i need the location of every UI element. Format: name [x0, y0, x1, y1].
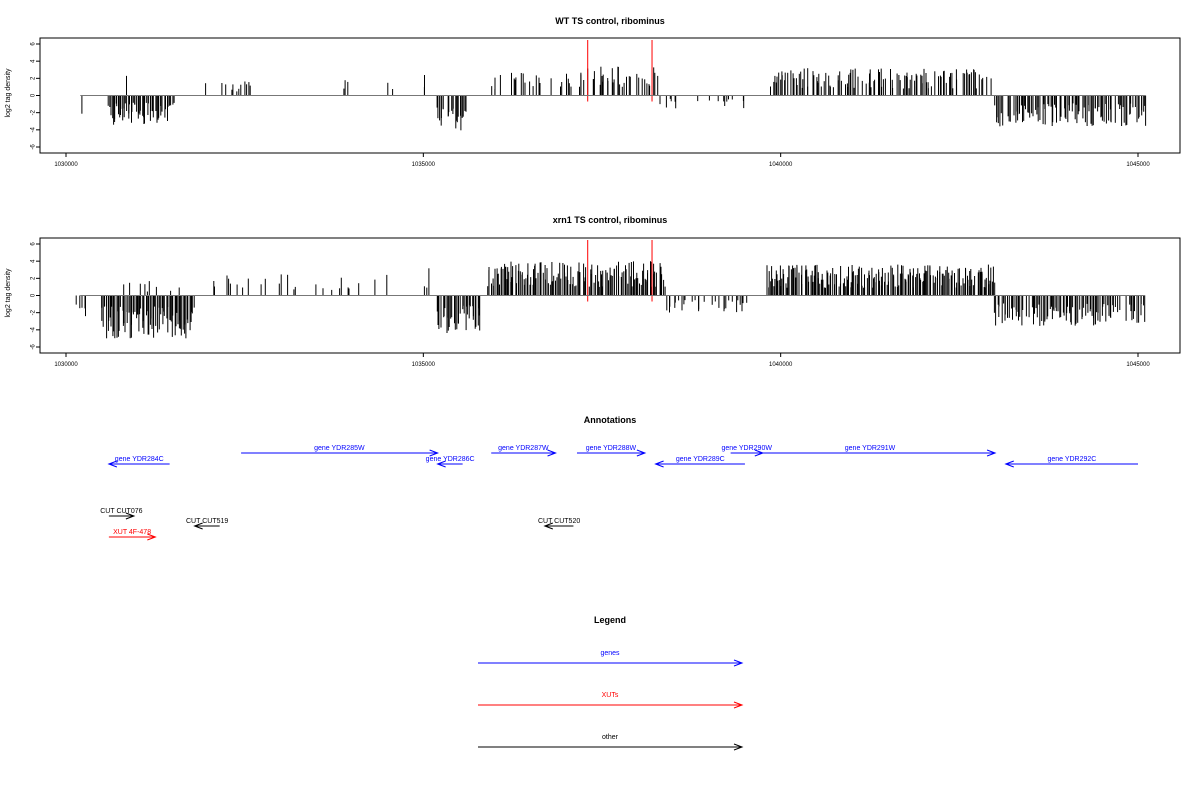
annotation-label: CUT CUT520 [538, 518, 580, 525]
wt-x-tick-label: 1035000 [412, 162, 436, 168]
xrn1-x-tick-label: 1040000 [769, 362, 793, 368]
xrn1-y-tick-label: -2 [31, 309, 37, 315]
wt-y-tick-label: -6 [31, 144, 37, 150]
xrn1-track-y-axis: 6 4 2 0 -2 -4 -6 [31, 242, 40, 350]
annotation-arrowhead [547, 449, 557, 457]
annotation-label: gene YDR286C [426, 456, 475, 463]
annotation-features: gene YDR284C gene YDR285W gene YDR286C gene… [100, 445, 1138, 541]
annotation-arrowhead [986, 449, 997, 457]
xrn1-y-tick-label: 2 [31, 276, 37, 280]
wt-track-ylabel: log2 tag density [5, 68, 12, 118]
annotation-label: gene YDR292C [1047, 456, 1096, 463]
wt-y-tick-label: 4 [31, 59, 37, 63]
wt-track-title: WT TS control, ribominus [555, 16, 665, 26]
legend-items: genes XUTs other [478, 650, 744, 751]
annotation-arrowhead [654, 460, 664, 468]
xrn1-y-tick-label: 0 [31, 293, 37, 297]
annotation-arrowhead [429, 449, 440, 457]
annotation-arrowhead [107, 460, 118, 468]
xrn1-y-tick-label: 4 [31, 259, 37, 263]
xrn1-track-panel: xrn1 TS control, ribominus log2 tag dens… [5, 215, 1181, 368]
xrn1-y-tick-label: 6 [31, 242, 37, 246]
wt-x-tick-label: 1030000 [54, 162, 78, 168]
xrn1-y-tick-label: -6 [31, 344, 37, 350]
annotation-label: gene YDR285W [314, 445, 365, 452]
xrn1-x-tick-label: 1030000 [54, 362, 78, 368]
wt-y-tick-label: 6 [31, 42, 37, 46]
annotation-label: gene YDR290W [721, 445, 772, 452]
annotation-arrowhead [193, 522, 203, 530]
annotation-label: gene YDR284C [115, 456, 164, 463]
wt-track-panel: WT TS control, ribominus log2 tag densit… [5, 16, 1181, 168]
annotation-label: gene YDR288W [586, 445, 637, 452]
xrn1-track-ylabel: log2 tag density [5, 268, 12, 318]
wt-y-tick-label: 0 [31, 93, 37, 97]
wt-y-tick-label: -2 [31, 109, 37, 115]
xrn1-track-x-axis: 1030000 1035000 1040000 1045000 [54, 353, 1150, 368]
wt-track-x-axis: 1030000 1035000 1040000 1045000 [54, 153, 1150, 168]
annotation-label: gene YDR289C [676, 456, 725, 463]
wt-x-tick-label: 1040000 [769, 162, 793, 168]
annotation-label: CUT CUT519 [186, 518, 228, 525]
annotation-arrowhead [125, 512, 136, 520]
annotation-arrowhead [1004, 460, 1014, 468]
annotation-arrowhead [636, 449, 647, 457]
annotation-arrowhead [436, 460, 446, 468]
wt-y-tick-label: 2 [31, 76, 37, 80]
xrn1-track-title: xrn1 TS control, ribominus [553, 215, 668, 225]
annotation-label: gene YDR287W [498, 445, 549, 452]
wt-y-tick-label: -4 [31, 127, 37, 133]
xrn1-track-highlights [587, 240, 653, 302]
legend-label: genes [600, 650, 620, 657]
wt-track-y-axis: 6 4 2 0 -2 -4 -6 [31, 42, 40, 150]
xrn1-x-tick-label: 1035000 [412, 362, 436, 368]
wt-track-highlights [587, 40, 653, 102]
xrn1-track-bars [75, 261, 1146, 339]
legend-panel: Legend genes XUTs other [478, 615, 744, 751]
xrn1-x-tick-label: 1045000 [1126, 362, 1150, 368]
wt-track-bars [81, 66, 1147, 131]
annotation-label: CUT CUT076 [100, 508, 142, 515]
xrn1-y-tick-label: -4 [31, 327, 37, 333]
legend-label: other [602, 734, 619, 741]
legend-label: XUTs [602, 692, 619, 699]
wt-x-tick-label: 1045000 [1126, 162, 1150, 168]
annotations-title: Annotations [584, 415, 637, 425]
annotation-arrowhead [543, 522, 554, 530]
legend-title: Legend [594, 615, 626, 625]
legend-arrowhead [733, 659, 744, 667]
legend-arrowhead [733, 701, 744, 709]
annotation-label: XUT 4F-478 [113, 529, 151, 536]
annotation-arrowhead [147, 533, 157, 541]
legend-arrowhead [733, 743, 744, 751]
annotation-label: gene YDR291W [845, 445, 896, 452]
